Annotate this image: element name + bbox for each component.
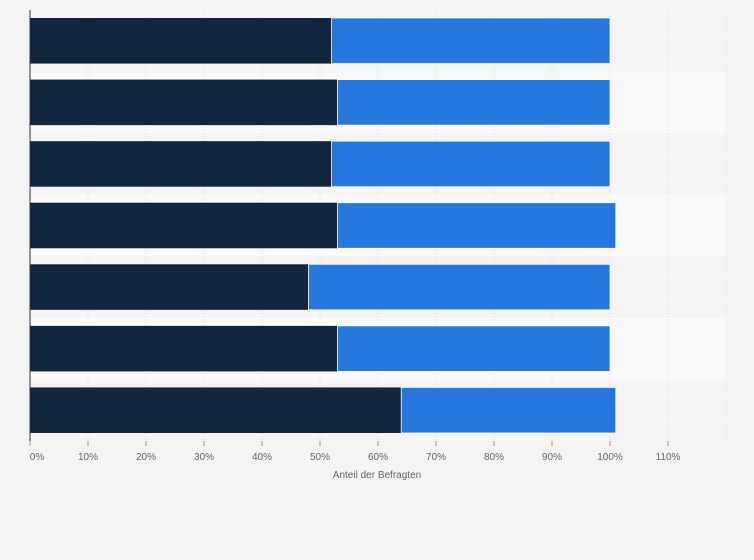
x-tick-label: 30% — [194, 452, 214, 463]
bar-segment-series-2 — [307, 263, 611, 311]
bar-segment-series-2 — [336, 79, 611, 126]
bar-segment-series-1 — [30, 387, 402, 433]
x-tick-label: 60% — [368, 452, 388, 463]
bars — [30, 17, 617, 434]
bar-segment-series-2 — [331, 140, 611, 188]
x-tick-label: 70% — [426, 452, 446, 463]
bar-segment-series-1 — [30, 141, 332, 187]
bar-segment-series-1 — [30, 18, 332, 64]
x-tick-label: 10% — [78, 452, 98, 463]
bar-segment-series-1 — [30, 325, 338, 372]
bar-segment-series-2 — [331, 17, 611, 64]
bar-segment-series-1 — [30, 202, 338, 249]
x-tick-label: 110% — [656, 452, 681, 463]
x-tick-label: 90% — [542, 452, 562, 463]
x-tick-label: 0% — [30, 452, 45, 463]
x-axis-ticks: 0% 10% 20% 30% 40% 50% 60% 70% 80% 90% 100% 110% — [29, 441, 681, 463]
x-tick-label: 40% — [252, 452, 272, 463]
bar-segment-series-2 — [400, 387, 617, 434]
bar-segment-series-1 — [30, 79, 338, 126]
bar-segment-series-2 — [336, 202, 617, 249]
x-tick-label: 50% — [310, 452, 330, 463]
x-tick-label: 80% — [484, 452, 504, 463]
bar-segment-series-2 — [336, 325, 611, 372]
x-tick-label: 20% — [136, 452, 156, 463]
x-tick-label: 100% — [597, 452, 623, 463]
x-axis-title: Anteil der Befragten — [333, 470, 421, 481]
bar-segment-series-1 — [30, 264, 309, 310]
